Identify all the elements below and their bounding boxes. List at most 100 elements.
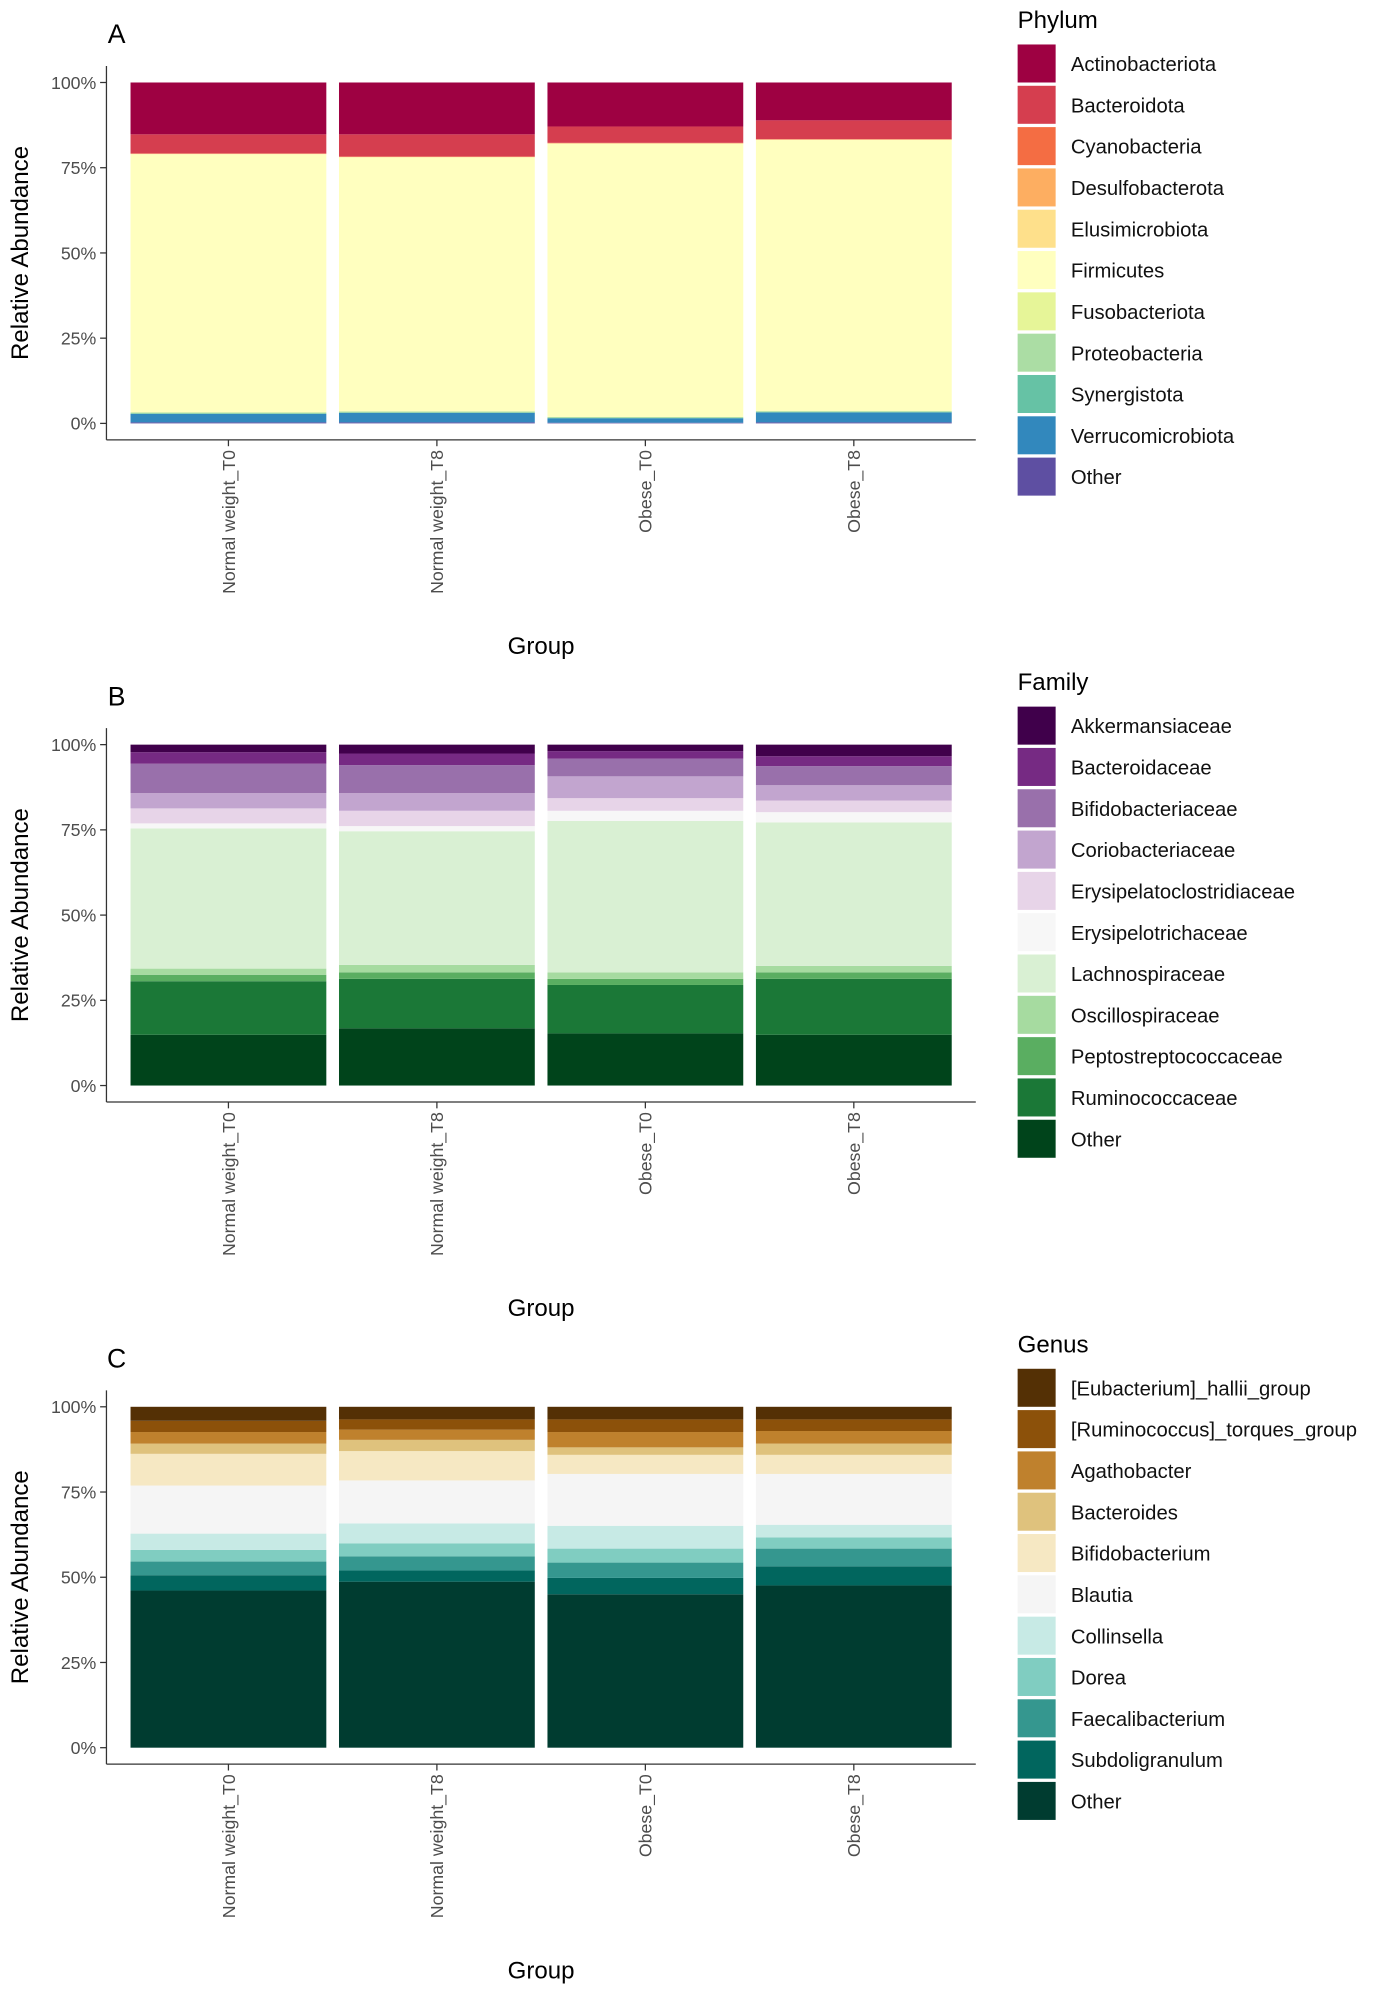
legend-label: Cyanobacteria	[1071, 137, 1202, 159]
x-axis-title: Group	[508, 633, 575, 660]
bar-segment	[755, 1419, 952, 1431]
y-tick-label: 75%	[61, 1482, 97, 1502]
y-tick-label: 100%	[51, 73, 97, 93]
bar-segment	[547, 798, 744, 811]
x-tick-label: Obese_T0	[636, 450, 657, 533]
legend-label: Bacteroidota	[1071, 95, 1186, 117]
x-tick-label: Obese_T8	[844, 450, 865, 533]
bar-segment	[755, 1034, 952, 1086]
bar-segment	[547, 810, 744, 822]
y-axis-title: Relative Abundance	[7, 1470, 34, 1684]
bar-segment	[130, 744, 327, 753]
legend-swatch	[1017, 830, 1056, 869]
y-tick-label: 0%	[71, 414, 97, 434]
bar-segment	[547, 978, 744, 985]
legend-swatch	[1017, 995, 1056, 1034]
bar-segment	[338, 1028, 535, 1086]
legend-label: Lachnospiraceae	[1071, 964, 1225, 986]
legend-swatch	[1017, 1699, 1056, 1738]
legend-swatch	[1017, 127, 1056, 166]
legend-label: Synergistota	[1071, 385, 1184, 407]
bar-segment	[755, 139, 952, 412]
legend-swatch	[1017, 954, 1056, 993]
legend-label: Erysipelotrichaceae	[1071, 923, 1248, 945]
y-tick-label: 75%	[61, 820, 97, 840]
bar-segment	[130, 1432, 327, 1444]
bar-segment	[755, 1548, 952, 1567]
bar-segment	[130, 1549, 327, 1562]
legend-swatch	[1017, 706, 1056, 745]
legend-label: Fusobacteriota	[1071, 302, 1206, 324]
bar-segment	[755, 1473, 952, 1525]
bar-segment	[755, 744, 952, 757]
legend-label: Other	[1071, 1792, 1122, 1814]
bar-segment	[130, 763, 327, 794]
legend-swatch	[1017, 1451, 1056, 1490]
bar-segment	[338, 412, 535, 423]
legend-swatch	[1017, 251, 1056, 290]
bar-segment	[547, 744, 744, 752]
bar-segment	[755, 965, 952, 973]
legend-swatch	[1017, 1534, 1056, 1573]
bar-segment	[338, 753, 535, 766]
bar-segment	[755, 785, 952, 801]
legend-label: Proteobacteria	[1071, 343, 1204, 365]
legend-label: Dorea	[1071, 1668, 1127, 1690]
x-tick-label: Obese_T8	[844, 1774, 865, 1857]
bar-segment	[755, 972, 952, 979]
legend-swatch	[1017, 85, 1056, 124]
x-tick-label: Normal weight_T8	[427, 450, 448, 594]
bar-segment	[338, 1543, 535, 1557]
legend-swatch	[1017, 1575, 1056, 1614]
bar-segment	[130, 974, 327, 982]
bar-segment	[338, 134, 535, 157]
legend-label: [Eubacterium]_hallii_group	[1071, 1378, 1311, 1400]
legend-title: Family	[1018, 669, 1089, 696]
bar-segment	[755, 1430, 952, 1444]
bar-segment	[338, 978, 535, 1029]
bar-segment	[338, 793, 535, 811]
legend-swatch	[1017, 913, 1056, 952]
bar-segment	[130, 413, 327, 423]
y-tick-label: 75%	[61, 158, 97, 178]
bar-segment	[547, 821, 744, 973]
bar-segment	[547, 1454, 744, 1474]
legend-label: Bacteroides	[1071, 1502, 1178, 1524]
legend-label: Desulfobacterota	[1071, 178, 1225, 200]
legend-swatch	[1017, 1657, 1056, 1696]
bar-segment	[130, 1420, 327, 1433]
x-tick-label: Obese_T0	[636, 1112, 657, 1195]
legend-title: Phylum	[1018, 7, 1098, 34]
panel: B Normal weight_T0 Normal weight_T8 Obese_T…	[7, 669, 1295, 1322]
bar-segment	[755, 978, 952, 1035]
bar-segment	[338, 422, 535, 424]
bar-segment	[755, 422, 952, 424]
x-tick-label: Normal weight_T0	[219, 450, 240, 594]
legend-label: Agathobacter	[1071, 1461, 1192, 1483]
legend-label: Bifidobacterium	[1071, 1544, 1211, 1566]
bar-segment	[547, 751, 744, 759]
x-axis-title: Group	[508, 1957, 575, 1984]
bar-segment	[338, 1451, 535, 1481]
bar-segment	[338, 1429, 535, 1440]
legend-label: Peptostreptococcaceae	[1071, 1047, 1283, 1069]
bar-segment	[130, 828, 327, 969]
legend-label: Faecalibacterium	[1071, 1709, 1225, 1731]
bar-segment	[755, 766, 952, 786]
bar-segment	[130, 752, 327, 764]
y-tick-label: 50%	[61, 1568, 97, 1588]
bar-segment	[338, 157, 535, 412]
y-tick-label: 50%	[61, 243, 97, 263]
bar-segment	[130, 1453, 327, 1486]
x-tick-label: Normal weight_T8	[427, 1112, 448, 1256]
bar-segment	[338, 810, 535, 827]
bar-segment	[547, 418, 744, 423]
x-tick-label: Obese_T8	[844, 1112, 865, 1195]
x-tick-label: Normal weight_T0	[219, 1774, 240, 1918]
bar-segment	[338, 831, 535, 965]
bar-segment	[547, 1432, 744, 1448]
legend-swatch	[1017, 1037, 1056, 1076]
bar-segment	[547, 1419, 744, 1433]
panel-label: A	[108, 19, 126, 49]
